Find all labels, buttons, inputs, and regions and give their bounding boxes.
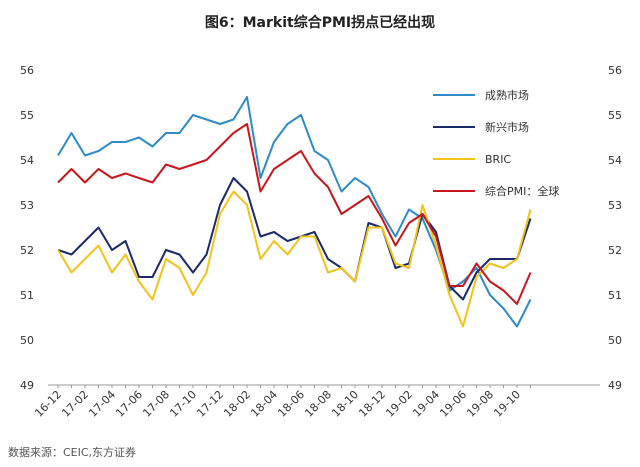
y-tick-label: 51	[20, 289, 34, 302]
series-line-1	[57, 177, 532, 301]
y-tick-label: 56	[20, 64, 34, 77]
x-tick-label: 17-08	[140, 388, 172, 420]
y2-tick-label: 51	[608, 289, 622, 302]
x-tick-label: 17-04	[86, 388, 118, 420]
y-tick-label: 49	[20, 379, 34, 392]
series-lines	[57, 96, 532, 328]
x-tick-label: 18-12	[356, 388, 388, 420]
y2-tick-label: 53	[608, 199, 622, 212]
x-tick-label: 19-04	[410, 388, 442, 420]
y2-tick-label: 56	[608, 64, 622, 77]
series-line-0	[57, 96, 532, 328]
source-note: 数据来源：CEIC,东方证券	[8, 446, 137, 459]
x-tick-label: 16-12	[32, 388, 64, 420]
x-tick-label: 17-10	[167, 388, 199, 420]
x-tick-label: 18-02	[221, 388, 253, 420]
axes: 4950515253545556495051525354555616-1217-…	[20, 64, 622, 420]
legend-label: 成熟市场	[485, 88, 529, 102]
series-line-3	[57, 123, 532, 305]
y2-tick-label: 54	[608, 154, 622, 167]
legend-label: 综合PMI：全球	[485, 184, 559, 198]
y2-tick-label: 55	[608, 109, 622, 122]
y-tick-label: 54	[20, 154, 34, 167]
y2-tick-label: 50	[608, 334, 622, 347]
x-tick-label: 18-10	[329, 388, 361, 420]
y-tick-label: 53	[20, 199, 34, 212]
y2-tick-label: 52	[608, 244, 622, 257]
legend-label: 新兴市场	[485, 120, 529, 134]
x-tick-label: 19-10	[491, 388, 523, 420]
y2-tick-label: 49	[608, 379, 622, 392]
x-tick-label: 19-06	[437, 388, 469, 420]
y-tick-label: 55	[20, 109, 34, 122]
series-line-2	[57, 190, 532, 328]
x-tick-label: 18-04	[248, 388, 280, 420]
x-tick-label: 18-08	[302, 388, 334, 420]
y-tick-label: 52	[20, 244, 34, 257]
x-tick-label: 17-06	[113, 388, 145, 420]
legend-label: BRIC	[485, 153, 511, 166]
y-tick-label: 50	[20, 334, 34, 347]
x-tick-label: 19-02	[383, 388, 415, 420]
x-tick-label: 18-06	[275, 388, 307, 420]
x-tick-label: 19-08	[464, 388, 496, 420]
x-tick-label: 17-12	[194, 388, 226, 420]
chart-title: 图6：Markit综合PMI拐点已经出现	[204, 15, 436, 31]
x-tick-label: 17-02	[59, 388, 91, 420]
